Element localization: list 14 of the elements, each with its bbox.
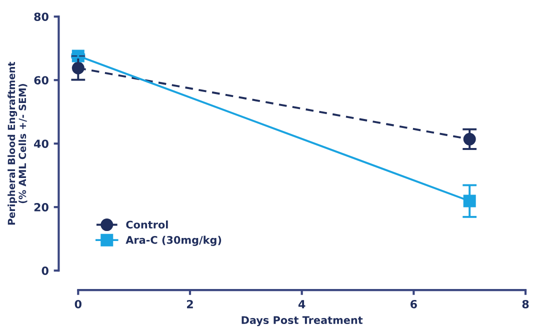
y-tick-label: 40 bbox=[34, 140, 48, 148]
y-tick-label: 60 bbox=[34, 76, 48, 84]
legend-label: Control bbox=[126, 220, 168, 229]
x-tick-label: 0 bbox=[74, 300, 82, 308]
x-tick-label: 2 bbox=[187, 300, 193, 308]
y-tick-label: 80 bbox=[34, 12, 48, 21]
x-tick-label: 4 bbox=[298, 300, 306, 308]
legend-label: Ara-C (30mg/kg) bbox=[126, 236, 222, 246]
y-tick-label: 0 bbox=[42, 266, 48, 275]
x-axis-title: Days Post Treatment bbox=[242, 316, 363, 326]
x-tick-label: 6 bbox=[410, 300, 417, 308]
y-tick-label: 20 bbox=[34, 203, 48, 212]
y-axis-title: Peripheral Blood Engraftment (% AML Cells +/- SEM) bbox=[8, 62, 28, 225]
x-tick-label: 8 bbox=[522, 300, 529, 308]
